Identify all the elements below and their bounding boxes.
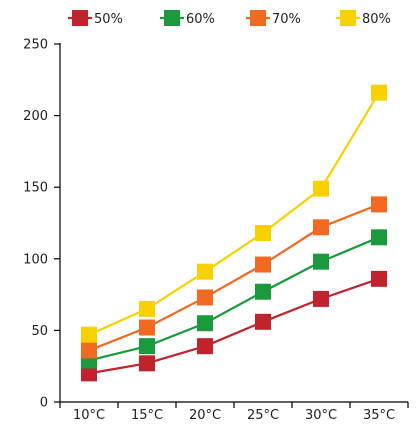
data-point-80%	[197, 263, 213, 280]
y-ticks: 0 50 100 150 200 250	[23, 38, 60, 411]
axes	[59, 43, 408, 403]
data-point-60%	[313, 253, 329, 270]
series-line-70%	[88, 203, 380, 352]
data-point-50%	[371, 270, 387, 287]
data-point-70%	[313, 219, 329, 236]
x-tick-label: 25°C	[247, 408, 279, 423]
data-point-50%	[313, 290, 329, 307]
data-point-50%	[197, 338, 213, 355]
x-tick-label: 30°C	[305, 408, 337, 423]
data-point-80%	[313, 180, 329, 197]
legend-label-50%: 50%	[94, 12, 123, 27]
x-ticks: 10°C 15°C 20°C 25°C 30°C 35°C	[59, 402, 409, 423]
data-point-70%	[255, 256, 271, 273]
legend: 50% 60% 70% 80%	[68, 10, 391, 27]
data-point-70%	[81, 342, 97, 359]
data-point-50%	[139, 355, 155, 372]
x-tick-label: 35°C	[363, 408, 395, 423]
legend-marker-80%	[340, 10, 356, 26]
y-tick-label: 200	[23, 109, 48, 124]
y-tick-label: 0	[40, 396, 48, 411]
legend-marker-50%	[72, 10, 88, 26]
data-point-80%	[139, 300, 155, 317]
data-point-60%	[255, 283, 271, 300]
data-point-70%	[139, 319, 155, 336]
x-tick-label: 10°C	[73, 408, 105, 423]
y-tick-label: 50	[31, 324, 48, 339]
y-tick-label: 100	[23, 252, 48, 267]
series-line-50%	[88, 277, 380, 375]
data-point-60%	[371, 229, 387, 246]
y-tick-label: 250	[23, 38, 48, 53]
legend-marker-70%	[250, 10, 266, 26]
data-point-50%	[81, 365, 97, 382]
x-tick-label: 15°C	[131, 408, 163, 423]
legend-label-80%: 80%	[362, 12, 391, 27]
plot-area	[81, 84, 387, 382]
data-point-80%	[371, 84, 387, 101]
legend-marker-60%	[164, 10, 180, 26]
data-point-70%	[197, 289, 213, 306]
series-line-80%	[88, 92, 380, 336]
series-line-60%	[88, 236, 380, 362]
x-tick-label: 20°C	[189, 408, 221, 423]
data-point-80%	[81, 326, 97, 343]
legend-label-70%: 70%	[272, 12, 301, 27]
data-point-80%	[255, 225, 271, 242]
data-point-60%	[139, 338, 155, 355]
data-point-70%	[371, 196, 387, 213]
data-point-50%	[255, 313, 271, 330]
y-tick-label: 150	[23, 181, 48, 196]
legend-label-60%: 60%	[186, 12, 215, 27]
data-point-60%	[197, 315, 213, 332]
